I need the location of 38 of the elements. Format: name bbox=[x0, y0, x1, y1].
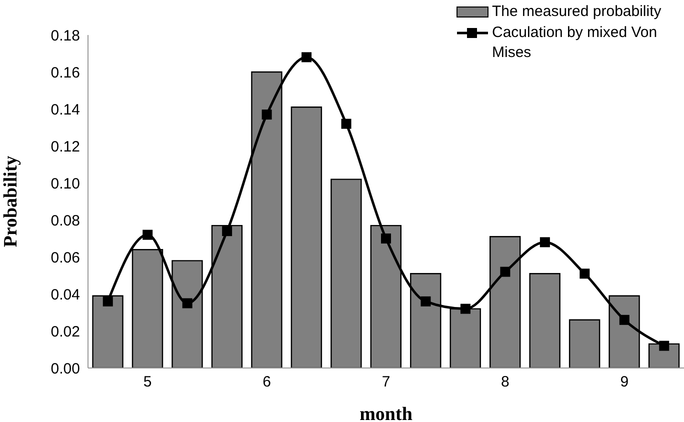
x-tick-label: 5 bbox=[143, 374, 152, 391]
bar bbox=[568, 319, 600, 368]
x-tick-label: 9 bbox=[620, 374, 629, 391]
legend-label: The measured probability bbox=[491, 2, 662, 22]
point bbox=[262, 110, 272, 120]
y-tick-label: 0.06 bbox=[50, 249, 80, 266]
point bbox=[102, 296, 113, 306]
point bbox=[142, 230, 153, 240]
y-tick-label: 0.10 bbox=[50, 175, 80, 192]
point bbox=[619, 314, 630, 325]
y-tick-label: 0.04 bbox=[50, 286, 80, 304]
point bbox=[182, 298, 192, 308]
point bbox=[341, 118, 352, 129]
bar bbox=[330, 178, 362, 368]
point bbox=[302, 52, 312, 62]
y-tick-label: 0.18 bbox=[50, 27, 80, 44]
x-tick-label: 6 bbox=[262, 374, 271, 391]
point bbox=[500, 266, 510, 277]
bar bbox=[290, 106, 322, 368]
point bbox=[381, 234, 391, 244]
y-tick-label: 0.00 bbox=[50, 360, 80, 378]
point bbox=[580, 268, 590, 279]
point bbox=[460, 304, 470, 314]
x-tick-label: 7 bbox=[382, 374, 390, 391]
y-tick-label: 0.16 bbox=[50, 64, 80, 82]
x-tick-label: 8 bbox=[501, 374, 510, 391]
point bbox=[659, 340, 670, 351]
x-axis-title: month bbox=[360, 404, 413, 422]
y-tick-label: 0.02 bbox=[50, 323, 80, 340]
legend-label: Caculation by mixed Von Mises bbox=[491, 23, 658, 63]
y-tick-label: 0.14 bbox=[50, 101, 80, 118]
point bbox=[420, 296, 431, 306]
y-tick-label: 0.08 bbox=[50, 212, 80, 230]
point bbox=[222, 226, 232, 236]
y-tick-label: 0.12 bbox=[50, 138, 80, 156]
bar bbox=[529, 273, 560, 368]
point bbox=[540, 237, 550, 248]
y-axis-title: Probability bbox=[0, 155, 22, 248]
